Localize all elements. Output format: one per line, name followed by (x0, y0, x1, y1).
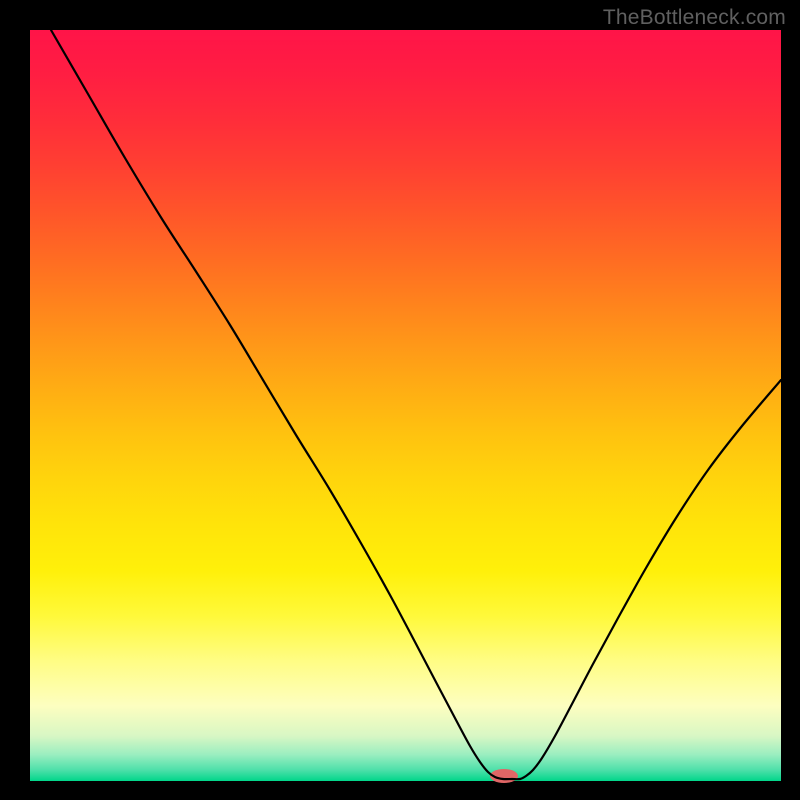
watermark-text: TheBottleneck.com (603, 6, 786, 30)
bottleneck-chart (0, 0, 800, 800)
chart-container: { "watermark": { "text": "TheBottleneck.… (0, 0, 800, 800)
plot-background (30, 30, 781, 781)
